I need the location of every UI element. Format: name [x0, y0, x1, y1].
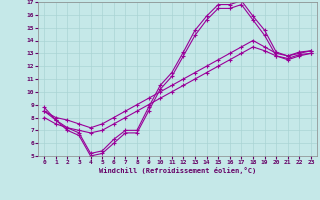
- X-axis label: Windchill (Refroidissement éolien,°C): Windchill (Refroidissement éolien,°C): [99, 167, 256, 174]
